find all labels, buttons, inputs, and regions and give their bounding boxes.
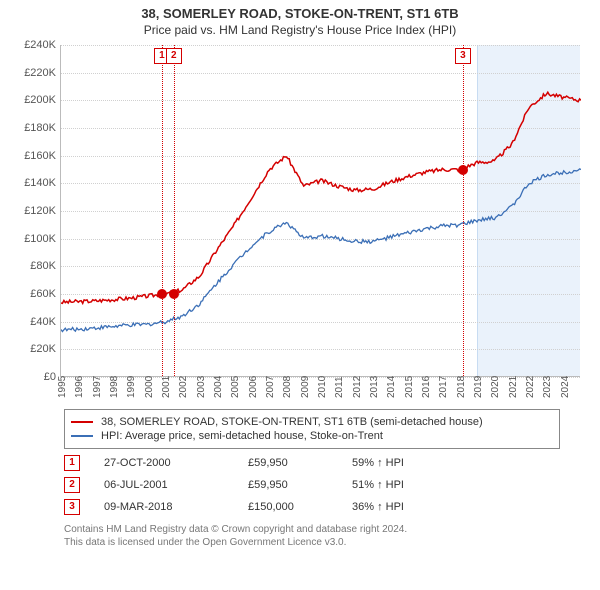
transaction-badge: 1	[64, 455, 80, 471]
x-tick-label: 2008	[282, 376, 293, 398]
y-tick-label: £120K	[12, 205, 56, 217]
transaction-date: 06-JUL-2001	[104, 479, 224, 491]
legend-swatch	[71, 421, 93, 423]
x-tick-label: 2005	[230, 376, 241, 398]
x-tick-label: 1995	[57, 376, 68, 398]
x-tick-label: 1998	[109, 376, 120, 398]
x-tick-label: 2021	[508, 376, 519, 398]
transaction-price: £59,950	[248, 457, 328, 469]
transaction-price: £150,000	[248, 501, 328, 513]
transaction-hpi-delta: 36% ↑ HPI	[352, 501, 404, 513]
x-tick-label: 2011	[334, 376, 345, 398]
y-tick-label: £60K	[12, 288, 56, 300]
footer-line-1: Contains HM Land Registry data © Crown c…	[64, 523, 560, 536]
x-tick-label: 2013	[369, 376, 380, 398]
x-tick-label: 1999	[126, 376, 137, 398]
plot-region: 123	[60, 45, 580, 377]
transaction-hpi-delta: 59% ↑ HPI	[352, 457, 404, 469]
x-tick-label: 2001	[161, 376, 172, 398]
y-tick-label: £100K	[12, 233, 56, 245]
y-tick-label: £0	[12, 371, 56, 383]
chart-subtitle: Price paid vs. HM Land Registry's House …	[0, 23, 600, 37]
x-tick-label: 2007	[265, 376, 276, 398]
x-tick-label: 2000	[144, 376, 155, 398]
x-tick-label: 2022	[525, 376, 536, 398]
line-series-svg	[61, 45, 581, 377]
transaction-badge: 2	[64, 477, 80, 493]
footer-line-2: This data is licensed under the Open Gov…	[64, 536, 560, 549]
chart-title: 38, SOMERLEY ROAD, STOKE-ON-TRENT, ST1 6…	[0, 6, 600, 21]
x-tick-label: 2010	[317, 376, 328, 398]
sale-marker-line	[463, 45, 464, 376]
y-tick-label: £140K	[12, 177, 56, 189]
y-tick-label: £240K	[12, 39, 56, 51]
x-tick-label: 1996	[74, 376, 85, 398]
x-tick-label: 2020	[490, 376, 501, 398]
legend-row: HPI: Average price, semi-detached house,…	[71, 430, 553, 442]
y-tick-label: £200K	[12, 94, 56, 106]
legend-label: 38, SOMERLEY ROAD, STOKE-ON-TRENT, ST1 6…	[101, 416, 483, 428]
chart-area: £0 £20K £40K £60K £80K £100K £120K £140K £160K £1…	[12, 45, 588, 405]
transactions-table: 1 27-OCT-2000 £59,950 59% ↑ HPI 2 06-JUL-2001…	[64, 455, 560, 515]
y-tick-label: £80K	[12, 260, 56, 272]
x-tick-label: 2019	[473, 376, 484, 398]
y-tick-label: £20K	[12, 343, 56, 355]
y-tick-label: £220K	[12, 67, 56, 79]
y-tick-label: £160K	[12, 150, 56, 162]
x-tick-label: 2014	[386, 376, 397, 398]
legend-row: 38, SOMERLEY ROAD, STOKE-ON-TRENT, ST1 6…	[71, 416, 553, 428]
y-tick-label: £40K	[12, 316, 56, 328]
x-tick-label: 2023	[542, 376, 553, 398]
transaction-date: 27-OCT-2000	[104, 457, 224, 469]
x-tick-label: 2012	[352, 376, 363, 398]
transaction-badge: 3	[64, 499, 80, 515]
legend-swatch	[71, 435, 93, 437]
sale-point-dot	[169, 289, 179, 299]
footer-attribution: Contains HM Land Registry data © Crown c…	[64, 523, 560, 549]
x-tick-label: 2002	[178, 376, 189, 398]
x-tick-label: 2004	[213, 376, 224, 398]
transaction-price: £59,950	[248, 479, 328, 491]
x-tick-label: 2017	[438, 376, 449, 398]
x-tick-label: 2015	[404, 376, 415, 398]
sale-marker-badge: 2	[166, 48, 182, 64]
series-hpi	[61, 169, 581, 332]
transaction-row: 3 09-MAR-2018 £150,000 36% ↑ HPI	[64, 499, 560, 515]
x-tick-label: 2003	[196, 376, 207, 398]
sale-marker-line	[162, 45, 163, 376]
sale-point-dot	[157, 289, 167, 299]
x-tick-label: 2009	[300, 376, 311, 398]
sale-marker-line	[174, 45, 175, 376]
y-tick-label: £180K	[12, 122, 56, 134]
legend-label: HPI: Average price, semi-detached house,…	[101, 430, 383, 442]
sale-point-dot	[458, 165, 468, 175]
series-property	[61, 92, 581, 303]
x-tick-label: 2024	[560, 376, 571, 398]
x-tick-label: 1997	[92, 376, 103, 398]
transaction-row: 1 27-OCT-2000 £59,950 59% ↑ HPI	[64, 455, 560, 471]
transaction-row: 2 06-JUL-2001 £59,950 51% ↑ HPI	[64, 477, 560, 493]
x-tick-label: 2016	[421, 376, 432, 398]
x-tick-label: 2006	[248, 376, 259, 398]
transaction-date: 09-MAR-2018	[104, 501, 224, 513]
x-tick-label: 2018	[456, 376, 467, 398]
legend: 38, SOMERLEY ROAD, STOKE-ON-TRENT, ST1 6…	[64, 409, 560, 449]
sale-marker-badge: 3	[455, 48, 471, 64]
transaction-hpi-delta: 51% ↑ HPI	[352, 479, 404, 491]
